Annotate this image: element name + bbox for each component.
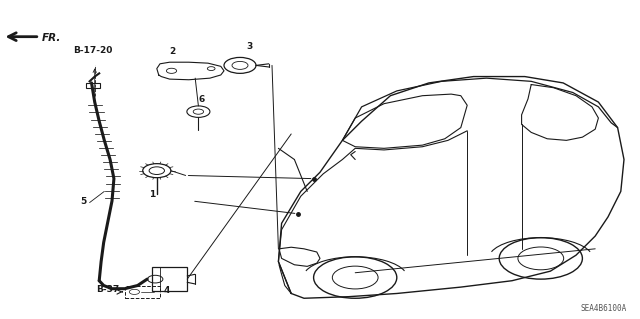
Text: B-17-20: B-17-20 <box>74 46 113 55</box>
Text: B-37: B-37 <box>96 285 119 294</box>
Text: 1: 1 <box>148 190 155 199</box>
Text: 4: 4 <box>163 286 170 295</box>
Bar <box>86 83 100 88</box>
Text: FR.: FR. <box>42 33 61 42</box>
Bar <box>125 286 160 298</box>
Bar <box>152 267 188 291</box>
Text: 3: 3 <box>246 42 253 51</box>
Text: 2: 2 <box>170 47 176 56</box>
Text: 6: 6 <box>198 95 205 104</box>
Text: 5: 5 <box>80 197 86 206</box>
Text: SEA4B6100A: SEA4B6100A <box>581 304 627 313</box>
